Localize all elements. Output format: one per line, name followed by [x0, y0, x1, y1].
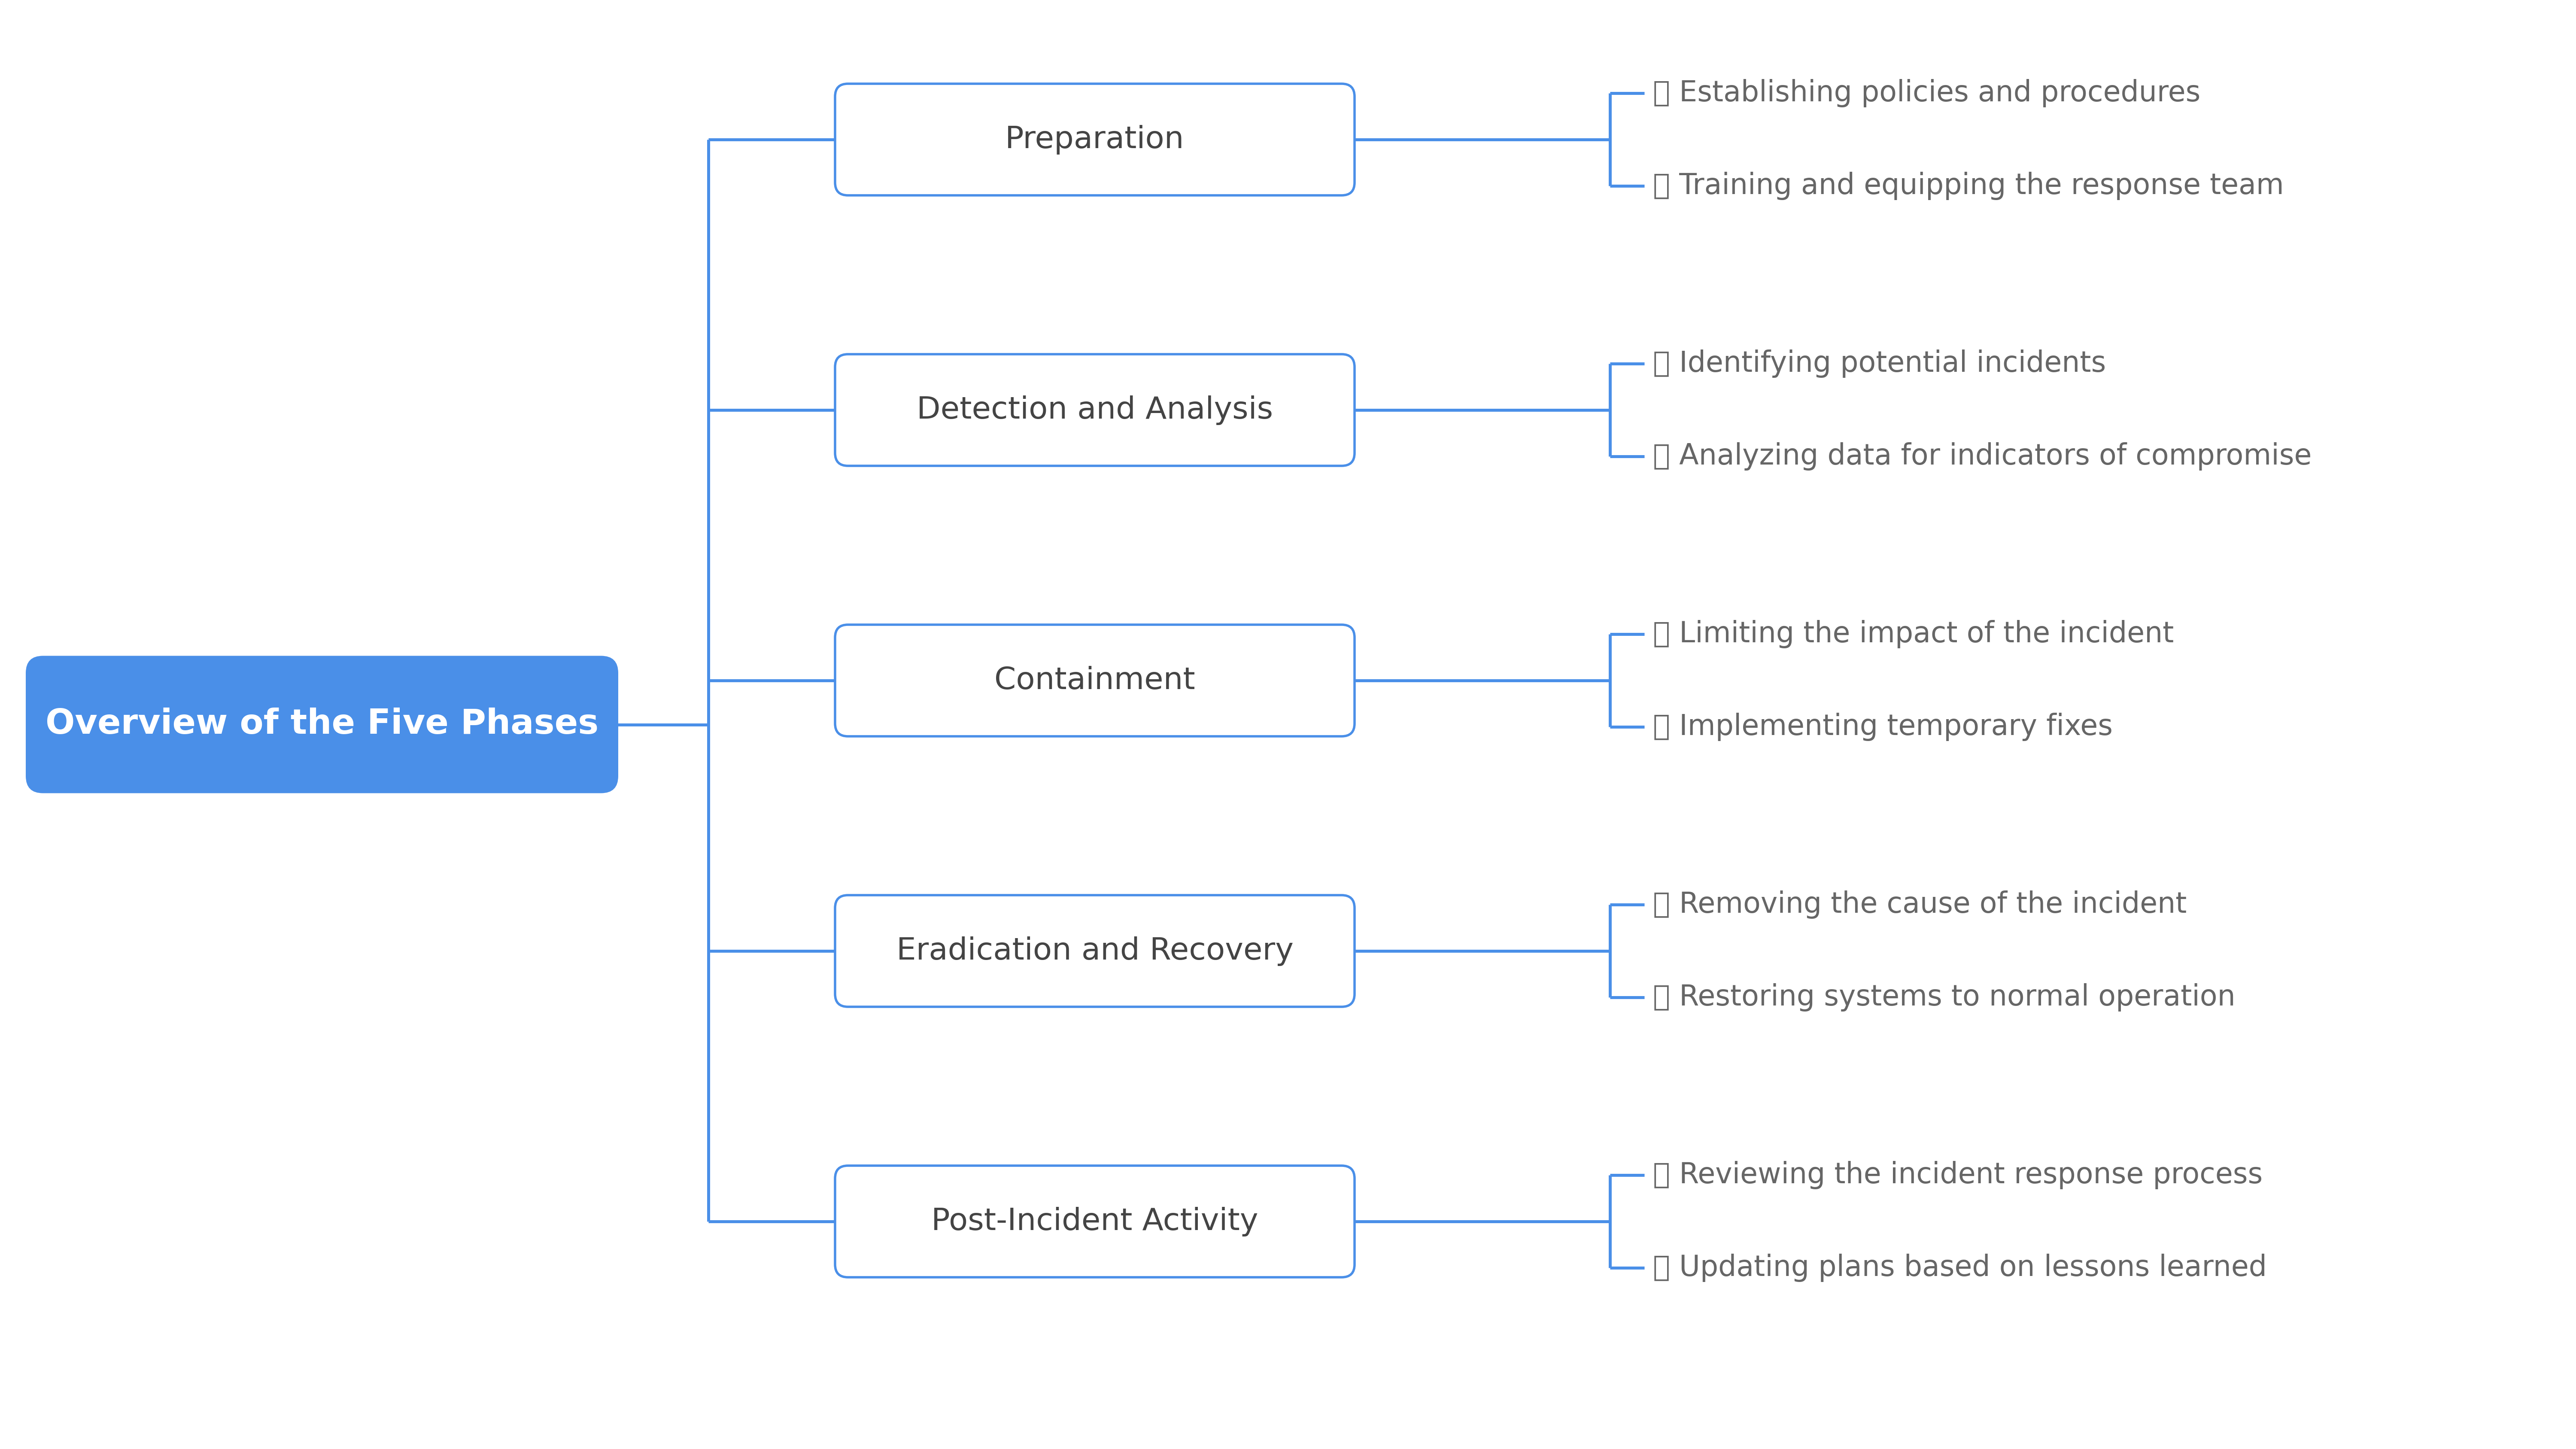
Text: 🗑 Removing the cause of the incident: 🗑 Removing the cause of the incident — [1654, 891, 2187, 919]
Text: 📚 Training and equipping the response team: 📚 Training and equipping the response te… — [1654, 172, 2285, 200]
FancyBboxPatch shape — [26, 656, 618, 793]
Text: 📋 Reviewing the incident response process: 📋 Reviewing the incident response proces… — [1654, 1161, 2262, 1190]
Text: 🔧 Establishing policies and procedures: 🔧 Establishing policies and procedures — [1654, 80, 2200, 107]
Text: 🔍 Identifying potential incidents: 🔍 Identifying potential incidents — [1654, 349, 2107, 378]
Text: Containment: Containment — [994, 665, 1195, 696]
FancyBboxPatch shape — [835, 625, 1355, 736]
Text: 📊 Analyzing data for indicators of compromise: 📊 Analyzing data for indicators of compr… — [1654, 442, 2311, 471]
FancyBboxPatch shape — [835, 84, 1355, 196]
Text: Overview of the Five Phases: Overview of the Five Phases — [46, 707, 598, 742]
Text: 🔄 Restoring systems to normal operation: 🔄 Restoring systems to normal operation — [1654, 984, 2236, 1011]
Text: 🔒 Implementing temporary fixes: 🔒 Implementing temporary fixes — [1654, 713, 2112, 740]
Text: Eradication and Recovery: Eradication and Recovery — [896, 936, 1293, 966]
Text: Detection and Analysis: Detection and Analysis — [917, 396, 1273, 425]
Text: 🚧 Limiting the impact of the incident: 🚧 Limiting the impact of the incident — [1654, 620, 2174, 648]
Text: 🗒 Updating plans based on lessons learned: 🗒 Updating plans based on lessons learne… — [1654, 1253, 2267, 1282]
Text: Preparation: Preparation — [1005, 125, 1185, 155]
FancyBboxPatch shape — [835, 354, 1355, 465]
FancyBboxPatch shape — [835, 895, 1355, 1007]
Text: Post-Incident Activity: Post-Incident Activity — [933, 1207, 1257, 1236]
FancyBboxPatch shape — [835, 1165, 1355, 1277]
